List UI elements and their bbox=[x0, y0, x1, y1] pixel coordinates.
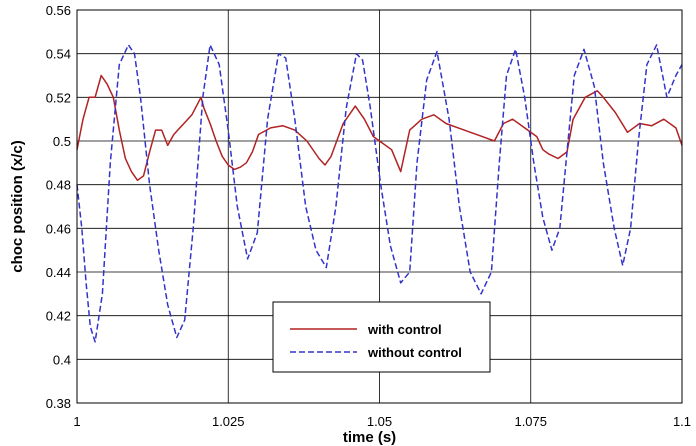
legend-label-without-control: without control bbox=[367, 345, 462, 360]
y-tick-label: 0.5 bbox=[53, 134, 71, 149]
x-tick-label: 1.075 bbox=[514, 414, 547, 429]
y-tick-label: 0.42 bbox=[46, 309, 71, 324]
x-tick-label: 1.025 bbox=[212, 414, 245, 429]
y-tick-label: 0.44 bbox=[46, 265, 71, 280]
y-tick-label: 0.54 bbox=[46, 47, 71, 62]
y-tick-label: 0.56 bbox=[46, 3, 71, 18]
x-tick-label: 1.1 bbox=[673, 414, 691, 429]
y-tick-label: 0.38 bbox=[46, 396, 71, 411]
legend: with control without control bbox=[272, 301, 491, 373]
y-tick-label: 0.48 bbox=[46, 178, 71, 193]
y-axis-label: choc position (x/c) bbox=[9, 140, 26, 273]
y-tick-label: 0.4 bbox=[53, 352, 71, 367]
series-group bbox=[76, 44, 683, 343]
legend-label-with-control: with control bbox=[367, 322, 442, 337]
x-axis-label: time (s) bbox=[343, 429, 396, 446]
x-tick-label: 1.05 bbox=[367, 414, 392, 429]
plot-frame bbox=[76, 9, 683, 404]
series-line-without-control bbox=[76, 44, 683, 343]
legend-box bbox=[272, 301, 491, 373]
tick-labels: 0.38 0.4 0.42 0.44 0.46 0.48 0.5 0.52 0.54 0.56 1 1… bbox=[46, 3, 691, 429]
y-tick-label: 0.52 bbox=[46, 90, 71, 105]
y-tick-label: 0.46 bbox=[46, 221, 71, 236]
x-tick-label: 1 bbox=[73, 414, 80, 429]
